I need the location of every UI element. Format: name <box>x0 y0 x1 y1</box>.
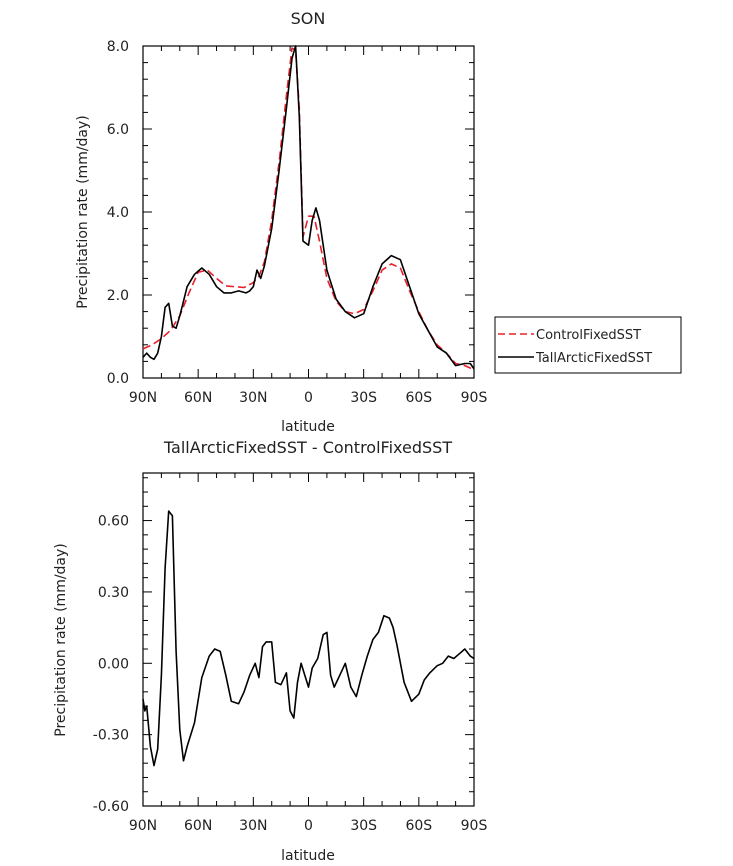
legend-tallarctic-label: TallArcticFixedSST <box>535 351 652 366</box>
top-chart-ticks: 90N 60N 30N 0 30S 60S 90S 0.0 2.0 4.0 6.0 8.0 <box>107 39 488 406</box>
bottom-chart: TallArcticFixedSST - ControlFixedSST 90N… <box>53 438 487 864</box>
top-chart-x-tick-label: 60S <box>405 390 432 406</box>
legend-box <box>494 316 682 374</box>
bottom-chart-x-tick-label: 60S <box>405 818 432 834</box>
bottom-chart-series-line-0 <box>142 510 475 767</box>
bottom-chart-y-tick-label: 0.00 <box>98 656 129 672</box>
bottom-chart-plot-frame <box>142 472 475 807</box>
bottom-chart-title: TallArcticFixedSST - ControlFixedSST <box>163 438 452 457</box>
bottom-chart-y-tick-label: -0.30 <box>93 728 129 744</box>
top-chart-x-tick-label: 90N <box>129 390 157 406</box>
top-chart-y-tick-label: 0.0 <box>107 371 129 387</box>
top-chart-x-tick-label: 0 <box>304 390 313 406</box>
bottom-chart-ticks: 90N 60N 30N 0 30S 60S 90S -0.60 -0.30 0.00 0.30 0.6… <box>93 473 488 834</box>
top-chart-x-tick-label: 90S <box>461 390 488 406</box>
top-chart-x-tick-label: 30S <box>350 390 377 406</box>
top-chart-y-tick-label: 8.0 <box>107 39 129 55</box>
bottom-chart-x-tick-label: 90S <box>461 818 488 834</box>
top-chart-y-axis-label: Precipitation rate (mm/day) <box>75 115 91 309</box>
bottom-chart-x-tick-label: 30N <box>239 818 267 834</box>
legend-control-label: ControlFixedSST <box>536 328 641 343</box>
bottom-chart-y-tick-label: 0.60 <box>98 514 129 530</box>
top-chart-y-tick-label: 2.0 <box>107 288 129 304</box>
bottom-chart-y-tick-label: -0.60 <box>93 799 129 815</box>
top-chart: SON 90N 60N 30N 0 30S 60S 90S 0.0 2.0 4.0 6.0 8.0 l… <box>75 9 487 435</box>
top-chart-series-line-1 <box>142 45 475 370</box>
bottom-chart-x-tick-label: 60N <box>184 818 212 834</box>
bottom-chart-x-tick-label: 30S <box>350 818 377 834</box>
top-chart-series-line-0 <box>142 47 475 371</box>
bottom-chart-x-tick-label: 0 <box>304 818 313 834</box>
bottom-chart-y-tick-label: 0.30 <box>98 585 129 601</box>
top-chart-x-axis-label: latitude <box>281 419 335 435</box>
bottom-chart-x-axis-label: latitude <box>281 848 335 864</box>
legend: ControlFixedSST TallArcticFixedSST <box>494 316 682 374</box>
top-chart-y-tick-label: 6.0 <box>107 122 129 138</box>
bottom-chart-y-axis-label: Precipitation rate (mm/day) <box>53 543 69 737</box>
bottom-chart-series <box>142 510 475 767</box>
top-chart-plot-frame <box>142 45 475 379</box>
top-chart-title: SON <box>291 9 326 28</box>
top-chart-series <box>142 45 475 371</box>
top-chart-x-tick-label: 30N <box>239 390 267 406</box>
top-chart-x-tick-label: 60N <box>184 390 212 406</box>
top-chart-y-tick-label: 4.0 <box>107 205 129 221</box>
bottom-chart-x-tick-label: 90N <box>129 818 157 834</box>
